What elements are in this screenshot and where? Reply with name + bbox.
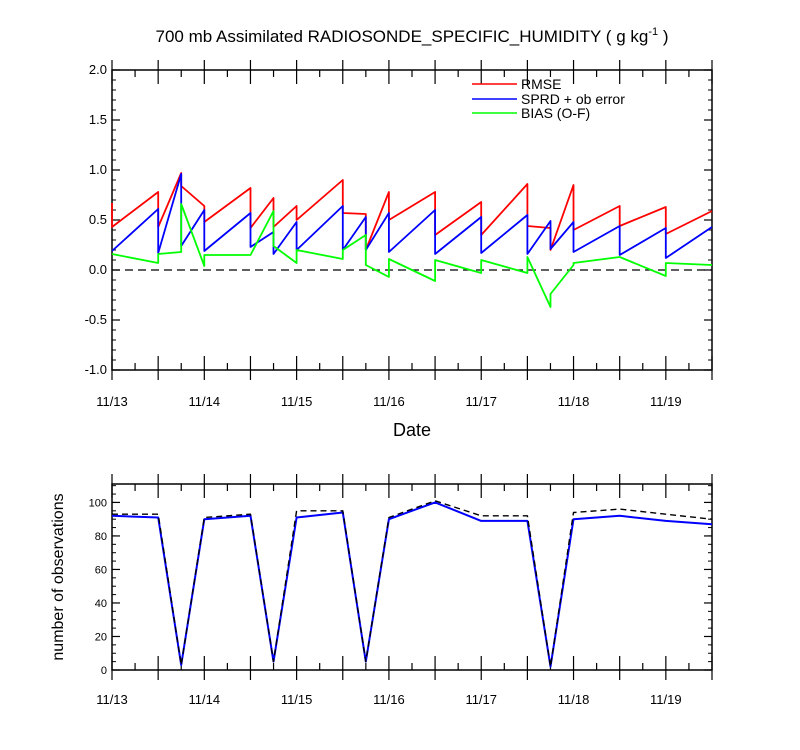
y-tick-label: 40 bbox=[95, 598, 107, 610]
chart-title: 700 mb Assimilated RADIOSONDE_SPECIFIC_H… bbox=[156, 26, 669, 46]
bottom-plot-frame bbox=[111, 483, 713, 671]
x-tick-label: 11/13 bbox=[96, 394, 128, 409]
chart-title-superscript: -1 bbox=[648, 26, 658, 38]
y-tick-label: 100 bbox=[89, 497, 107, 509]
top-panel: 700 mb Assimilated RADIOSONDE_SPECIFIC_H… bbox=[85, 26, 713, 440]
x-tick-label: 11/16 bbox=[373, 394, 405, 409]
series-line-observations-assimilated bbox=[111, 501, 713, 668]
y-tick-label: 20 bbox=[95, 631, 107, 643]
top-y-axis: -1.0 -0.5 0.0 0.5 1.0 1.5 2.0 bbox=[85, 62, 712, 377]
x-tick-label: 11/18 bbox=[558, 394, 590, 409]
series-line-observations-possible bbox=[112, 500, 713, 668]
series-line-sprd-ob-error bbox=[111, 173, 713, 259]
x-tick-label: 11/18 bbox=[558, 692, 590, 707]
chart-title-end: ) bbox=[658, 27, 668, 46]
y-tick-label: -1.0 bbox=[85, 362, 107, 377]
series-line-rmse bbox=[111, 172, 713, 251]
legend-label-bias: BIAS (O-F) bbox=[521, 105, 590, 121]
bottom-y-axis: 0 20 40 60 80 100 bbox=[89, 485, 712, 677]
legend: RMSE SPRD + ob error BIAS (O-F) bbox=[472, 76, 625, 121]
top-plot-frame bbox=[111, 69, 713, 371]
legend-label-rmse: RMSE bbox=[521, 76, 561, 92]
bottom-series-group bbox=[111, 500, 713, 668]
y-axis-title-observations: number of observations bbox=[50, 493, 67, 660]
y-tick-label: 2.0 bbox=[89, 62, 107, 77]
top-x-axis: 11/13 11/14 11/15 11/16 11/17 11/18 11/19 bbox=[96, 60, 713, 409]
x-tick-label: 11/13 bbox=[96, 692, 128, 707]
legend-label-sprd: SPRD + ob error bbox=[521, 91, 625, 107]
y-tick-label: 60 bbox=[95, 564, 107, 576]
bottom-x-axis: 11/13 11/14 11/15 11/16 11/17 11/18 11/19 bbox=[96, 474, 713, 707]
x-tick-label: 11/15 bbox=[281, 394, 313, 409]
x-tick-label: 11/17 bbox=[465, 692, 497, 707]
x-tick-label: 11/16 bbox=[373, 692, 405, 707]
y-tick-label: -0.5 bbox=[85, 312, 107, 327]
x-tick-label: 11/19 bbox=[650, 692, 682, 707]
y-tick-label: 1.5 bbox=[89, 112, 107, 127]
y-tick-label: 0 bbox=[101, 665, 107, 677]
y-tick-label: 0.0 bbox=[89, 262, 107, 277]
series-line-bias-o-f bbox=[111, 203, 713, 308]
x-tick-label: 11/14 bbox=[189, 394, 221, 409]
x-tick-label: 11/19 bbox=[650, 394, 682, 409]
x-tick-label: 11/14 bbox=[189, 692, 221, 707]
x-tick-label: 11/17 bbox=[465, 394, 497, 409]
top-series-group bbox=[111, 172, 713, 308]
y-tick-label: 80 bbox=[95, 531, 107, 543]
y-tick-label: 0.5 bbox=[89, 212, 107, 227]
x-tick-label: 11/15 bbox=[281, 692, 313, 707]
y-tick-label: 1.0 bbox=[89, 162, 107, 177]
x-axis-title: Date bbox=[393, 420, 431, 440]
